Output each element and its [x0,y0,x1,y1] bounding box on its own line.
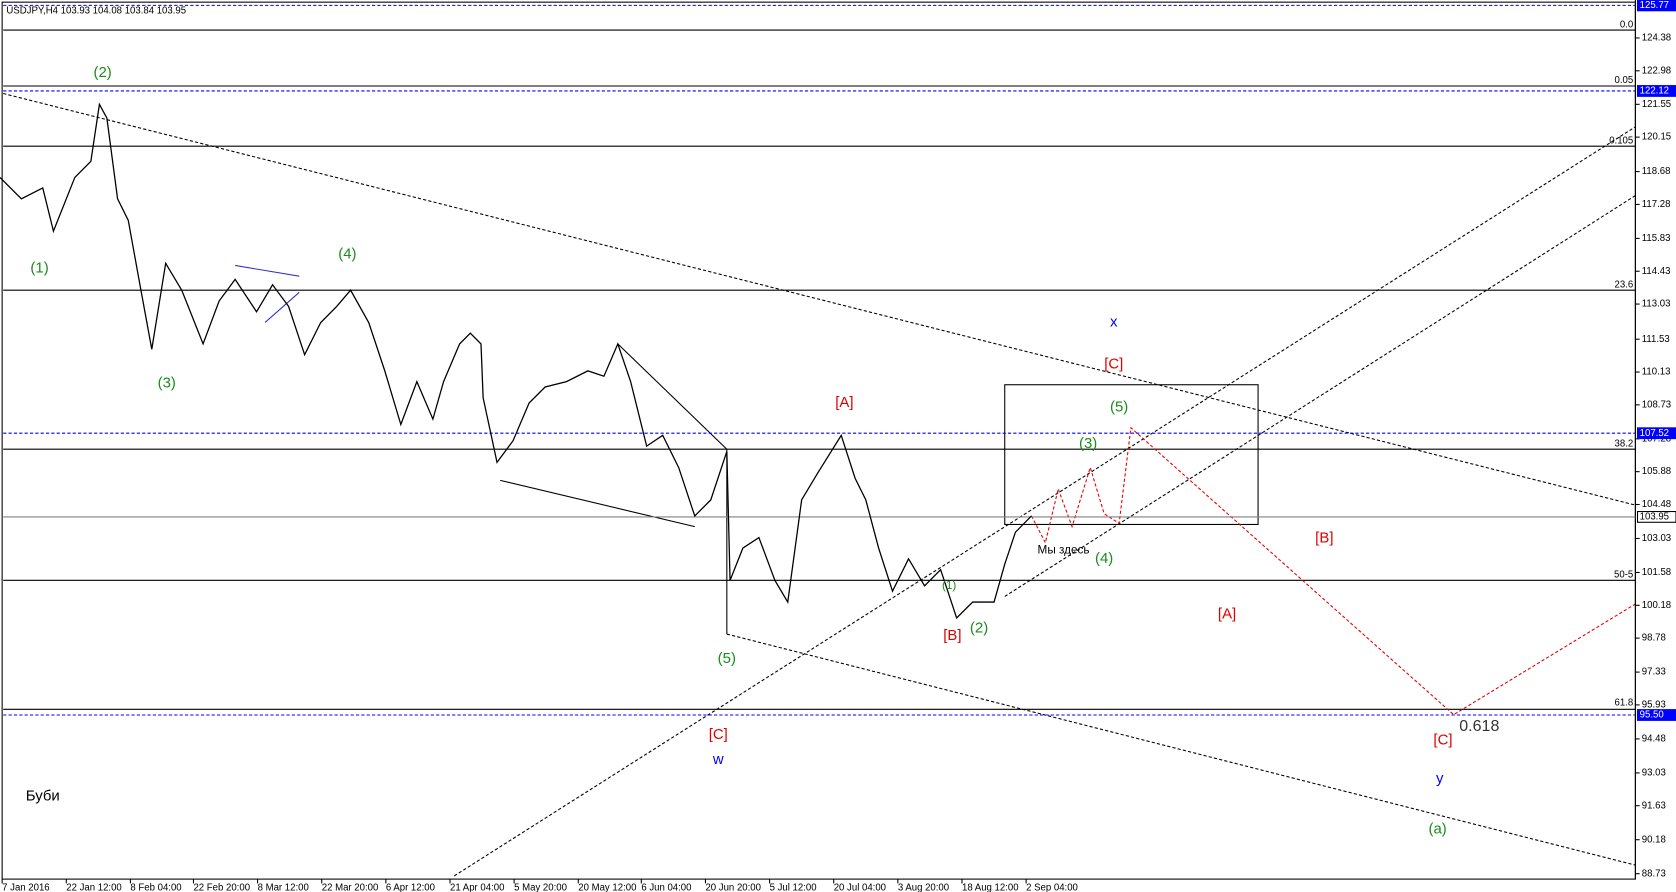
price-tag [1636,709,1676,721]
wave-label: (4) [338,246,356,263]
wave-label: (2) [93,64,111,81]
price-tag-label: 95.50 [1640,710,1664,721]
y-tick-label: 115.83 [1642,233,1671,244]
y-tick-label: 90.18 [1642,834,1666,845]
y-tick-label: 110.13 [1642,367,1671,378]
wave-label: w [712,751,724,768]
wave-label: [A] [1218,606,1236,623]
fib-label: 23.6 [1615,279,1634,290]
price-tag-label: 125.77 [1640,0,1669,11]
price-tag [1636,85,1676,97]
x-tick-label: 3 Aug 20:00 [898,882,949,892]
x-tick-label: 8 Mar 12:00 [258,882,309,892]
x-tick-label: 20 Jun 20:00 [705,882,761,892]
y-tick-label: 98.78 [1642,633,1666,644]
y-tick-label: 111.53 [1642,334,1670,345]
y-tick-label: 104.48 [1642,499,1671,510]
wave-label: (3) [158,375,176,392]
fib-lines [3,29,1636,710]
y-tick-label: 113.03 [1642,299,1671,310]
fib-label: 0.105 [1609,135,1633,146]
wave-label: (a) [1428,821,1446,838]
forecast-path [1030,426,1636,716]
y-tick-label: 95.93 [1642,699,1666,710]
wave-label: [C] [1104,355,1123,372]
x-tick-label: 22 Mar 20:00 [322,882,379,892]
wave-label: (1) [942,579,956,592]
y-tick-label: 94.48 [1642,733,1666,744]
plot-frame [1,1,1636,880]
wave-label: (3) [1079,435,1097,452]
x-tick-label: 18 Aug 12:00 [962,882,1019,892]
triangle [235,264,300,323]
wave-label: y [1436,770,1444,787]
y-tick-label: 120.15 [1642,132,1671,143]
x-tick-label: 6 Jun 04:00 [641,882,691,892]
x-tick-label: 8 Feb 04:00 [130,882,181,892]
x-tick-label: 5 Jul 12:00 [770,882,817,892]
x-tick-label: 22 Feb 20:00 [193,882,250,892]
price-tag-label: 107.52 [1640,428,1669,439]
x-tick-label: 20 Jul 04:00 [834,882,886,892]
y-tick-label: 97.33 [1642,667,1666,678]
price-tag-label: 103.95 [1640,511,1669,522]
x-tick-label: 21 Apr 04:00 [450,882,504,892]
y-tick-label: 117.28 [1642,199,1671,210]
y-tick-label: 88.73 [1642,868,1666,879]
y-tick-label: 124.38 [1642,33,1671,44]
trend-lines [3,92,1636,877]
wave-label: [C] [1433,731,1452,748]
y-tick-label: 122.98 [1642,65,1671,76]
price-tag [1636,0,1676,12]
wave-label: [A] [835,394,853,411]
wave-label: [B] [943,627,961,644]
x-tick-label: 22 Jan 12:00 [66,882,122,892]
wave-label: Мы здесь [1038,543,1090,556]
wave-label: (1) [30,260,48,277]
x-tick-label: 7 Jan 2016 [2,882,50,892]
price-tag-label: 122.12 [1640,85,1669,96]
wave-label: (5) [718,650,736,667]
wave-label: Буби [26,787,60,804]
wave-label: [B] [1315,529,1333,546]
y-tick-label: 103.03 [1642,533,1671,544]
wave-label: (5) [1110,398,1128,415]
y-tick-label: 93.03 [1642,767,1666,778]
y-tick-label: 108.73 [1642,399,1671,410]
y-tick-label: 105.88 [1642,466,1671,477]
price-line [0,102,1032,620]
price-tag [1636,427,1676,440]
y-tick-label: 91.63 [1642,800,1666,811]
x-tick-label: 20 May 12:00 [578,882,636,892]
price-tag [1636,511,1676,523]
x-tick-label: 2 Sep 04:00 [1026,882,1078,892]
fib-label: 0.0 [1620,19,1633,30]
x-tick-label: 5 May 20:00 [514,882,567,892]
wave-label: [C] [709,726,728,743]
y-tick-label: 114.43 [1642,266,1671,277]
wave-label: (2) [970,620,988,637]
y-tick-label: 118.68 [1642,166,1671,177]
wedge-lines [500,343,1259,635]
wave-label: (4) [1095,550,1113,567]
y-tick-label: 101.58 [1642,567,1671,578]
fib-label: 0.05 [1615,75,1634,86]
wave-label: 0.618 [1459,717,1499,735]
wave-label: x [1110,313,1118,330]
chart-title: USDJPY,H4 103.93 104.08 103.84 103.95 [6,5,186,16]
fib-label: 50-5 [1614,569,1633,580]
fib-label: 61.8 [1615,697,1634,708]
x-tick-label: 6 Apr 12:00 [386,882,435,892]
y-tick-label: 121.55 [1642,99,1671,110]
fib-label: 38.2 [1615,438,1634,449]
y-tick-label: 100.18 [1642,600,1671,611]
